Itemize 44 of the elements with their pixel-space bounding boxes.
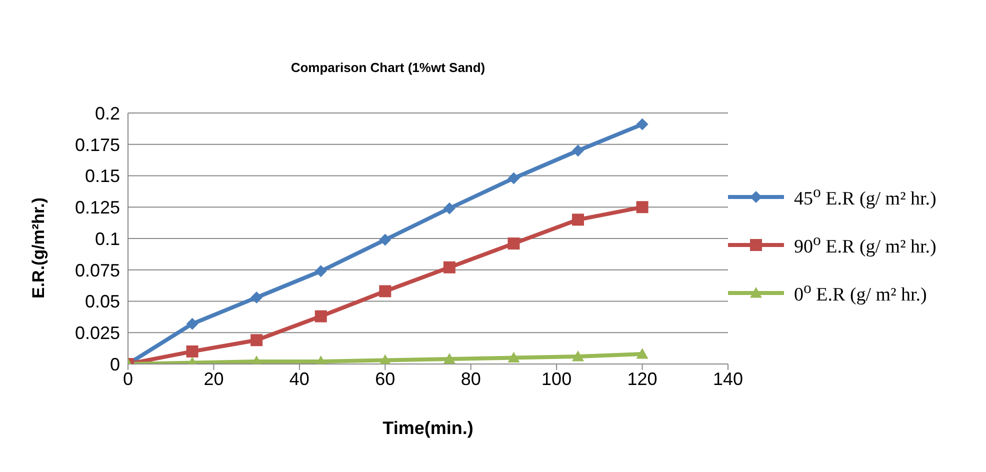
x-tick-label: 80 [460, 368, 481, 389]
y-tick-label: 0.15 [84, 166, 120, 186]
point [379, 234, 392, 246]
y-tick-label: 0.05 [84, 292, 120, 312]
x-tick-label: 140 [712, 368, 744, 389]
legend-label: 45$^{o}$ E.R (g/ m² hr.) [794, 184, 936, 210]
x-tick-label: 60 [375, 368, 396, 389]
point [508, 172, 520, 184]
chart-title: Comparison Chart (1%wt Sand) [290, 60, 486, 75]
point [314, 265, 327, 278]
point [508, 238, 520, 250]
point [636, 118, 648, 130]
y-tick-label: 0.025 [74, 323, 120, 344]
y-axis-title: E.R.(g/m²hr.) [29, 197, 48, 298]
point [443, 261, 456, 274]
point [314, 310, 327, 322]
x-tick-label: 40 [289, 368, 310, 389]
point [186, 318, 198, 330]
point [443, 202, 456, 214]
y-tick-label: 0.075 [74, 260, 120, 280]
point [572, 214, 584, 226]
y-tick-label: 0.2 [94, 103, 120, 124]
legend-label: 0$^{o}$ E.R (g/ m² hr.) [794, 280, 927, 306]
y-tick-label: 0.125 [74, 198, 120, 218]
point [443, 352, 456, 364]
point [250, 291, 263, 304]
point [379, 354, 392, 364]
legend-label: 90$^{o}$ E.R (g/ m² hr.) [794, 232, 936, 258]
point [636, 201, 648, 214]
point [508, 352, 520, 363]
x-tick-label: 100 [542, 368, 572, 389]
point [250, 334, 263, 346]
point [379, 285, 392, 298]
x-tick-label: 120 [627, 368, 658, 389]
y-tick-label: 0 [110, 354, 120, 374]
point [572, 144, 584, 157]
x-axis-title: Time(min.) [382, 418, 474, 438]
x-tick-label: 20 [204, 368, 224, 389]
x-tick-label: 0 [122, 368, 134, 389]
point [636, 348, 648, 359]
point [572, 350, 584, 362]
y-tick-label: 0.175 [74, 134, 120, 155]
point [186, 345, 198, 358]
y-tick-label: 0.1 [94, 228, 120, 249]
